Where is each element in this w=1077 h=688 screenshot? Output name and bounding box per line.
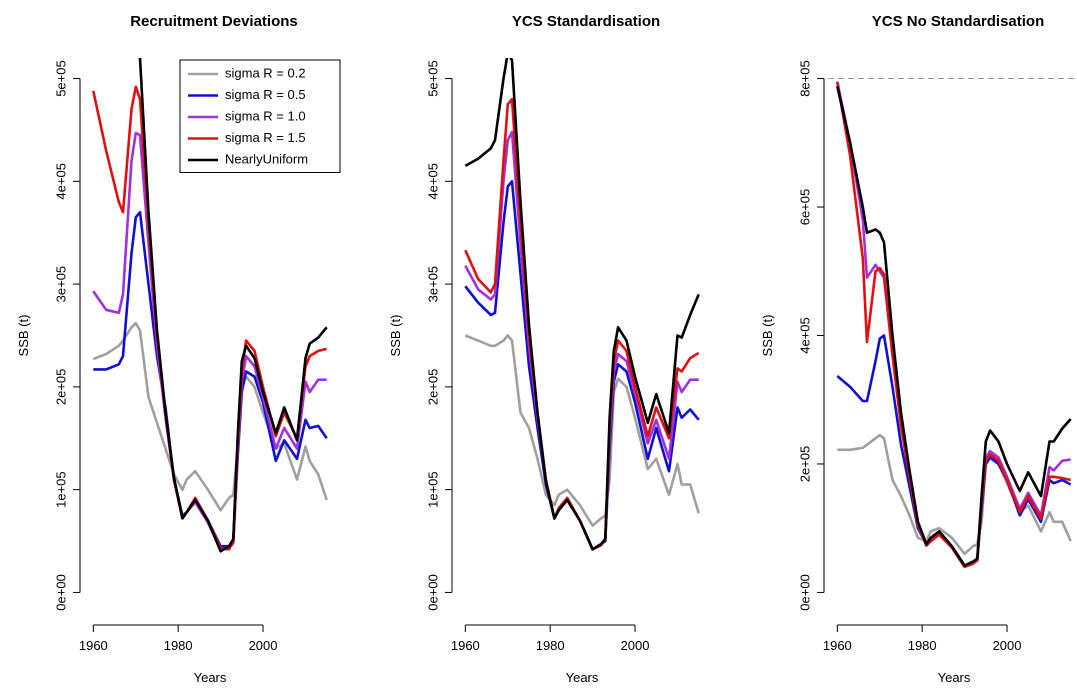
y-axis-label: SSB (t) <box>16 315 31 357</box>
chart-title: YCS No Standardisation <box>872 13 1045 30</box>
series-line <box>138 58 328 553</box>
series-line <box>464 58 700 551</box>
y-tick-label: 3e+05 <box>53 266 68 303</box>
x-axis-label: Years <box>566 670 599 685</box>
legend-label: sigma R = 1.5 <box>225 130 306 145</box>
panel: YCS No Standardisation Years SSB (t) 0e+00 2… <box>760 13 1077 685</box>
legend-label: sigma R = 0.5 <box>225 87 306 102</box>
y-tick-label: 1e+05 <box>53 471 68 508</box>
y-tick-label: 3e+05 <box>425 266 440 303</box>
x-axis-label: Years <box>938 670 971 685</box>
x-tick-label: 1960 <box>79 638 108 653</box>
y-tick-label: 6e+05 <box>797 189 812 226</box>
legend: sigma R = 0.2 sigma R = 0.5 sigma R = 1.0 s… <box>179 59 341 173</box>
y-axis-label: SSB (t) <box>760 315 775 357</box>
series-line <box>836 86 1072 567</box>
series-line <box>836 334 1072 569</box>
chart-title: Recruitment Deviations <box>130 13 298 30</box>
y-tick-label: 2e+05 <box>425 369 440 406</box>
legend-label: sigma R = 0.2 <box>225 65 306 80</box>
legend-label: NearlyUniform <box>225 151 308 166</box>
x-tick-label: 1980 <box>908 638 937 653</box>
panel: Recruitment Deviations Years SSB (t) 0e+00 1… <box>16 13 341 685</box>
series-line <box>93 210 328 548</box>
x-tick-label: 2000 <box>621 638 650 653</box>
y-tick-label: 4e+05 <box>425 163 440 200</box>
series-line <box>837 433 1072 556</box>
x-tick-label: 1960 <box>823 638 852 653</box>
lines <box>92 58 328 553</box>
x-tick-label: 2000 <box>993 638 1022 653</box>
chart-title: YCS Standardisation <box>512 13 660 30</box>
y-tick-label: 8e+05 <box>797 60 812 97</box>
x-tick-label: 1960 <box>451 638 480 653</box>
y-tick-label: 4e+05 <box>797 317 812 354</box>
x-tick-label: 2000 <box>249 638 278 653</box>
series-line <box>836 81 1071 569</box>
x-tick-label: 1980 <box>536 638 565 653</box>
y-tick-label: 2e+05 <box>53 369 68 406</box>
y-tick-label: 0e+00 <box>797 574 812 611</box>
series-line <box>92 321 328 512</box>
lines <box>464 58 700 551</box>
panel: YCS Standardisation Years SSB (t) 0e+00 1e+0… <box>388 13 700 685</box>
y-tick-label: 4e+05 <box>53 163 68 200</box>
y-axis-label: SSB (t) <box>388 315 403 357</box>
y-tick-label: 2e+05 <box>797 446 812 483</box>
lines <box>836 81 1072 569</box>
y-tick-label: 1e+05 <box>425 471 440 508</box>
x-tick-label: 1980 <box>164 638 193 653</box>
y-tick-label: 0e+00 <box>425 574 440 611</box>
y-tick-label: 5e+05 <box>425 60 440 97</box>
series-line <box>464 334 700 527</box>
y-tick-label: 5e+05 <box>53 60 68 97</box>
legend-label: sigma R = 1.0 <box>225 108 306 123</box>
series-line <box>836 81 1071 569</box>
x-axis-label: Years <box>194 670 227 685</box>
y-tick-label: 0e+00 <box>53 574 68 611</box>
series-line <box>92 131 327 551</box>
